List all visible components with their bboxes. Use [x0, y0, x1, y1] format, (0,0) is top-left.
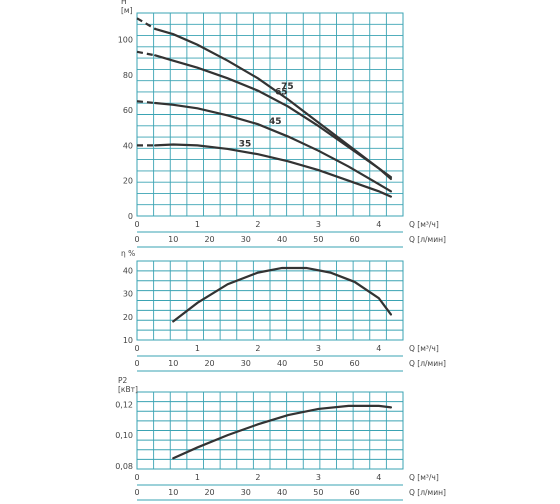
- x-tick-label-lmin: 10: [168, 488, 178, 497]
- y-tick-label: 100: [118, 35, 133, 44]
- series-line: [154, 27, 393, 181]
- x-axis-label-m3h: Q [м³/ч]: [409, 473, 439, 482]
- x-axis-label-lmin: Q [л/мин]: [409, 359, 446, 368]
- series-dashed-extension: [136, 17, 156, 30]
- x-tick-label-m3h: 0: [134, 473, 139, 482]
- series-label: 35: [239, 140, 252, 150]
- x-tick-label-lmin: 20: [204, 235, 214, 244]
- y-axis-label: η %: [121, 249, 135, 258]
- x-tick-label-m3h: 2: [255, 220, 260, 229]
- x-tick-label-m3h: 3: [316, 220, 321, 229]
- plot-frame: [136, 391, 404, 470]
- y-tick-label: 20: [123, 177, 133, 186]
- x-tick-label-lmin: 40: [277, 235, 287, 244]
- series-dashed-extension: [136, 50, 156, 57]
- x-axis-label-lmin: Q [л/мин]: [409, 235, 446, 244]
- series-line: [172, 266, 393, 323]
- y-tick-label: 0,10: [115, 431, 133, 440]
- x-tick-label-lmin: 40: [277, 359, 287, 368]
- x-tick-label-lmin: 50: [313, 488, 323, 497]
- series-label: 65: [275, 88, 288, 98]
- series-line: [172, 404, 393, 460]
- x-tick-label-lmin: 60: [350, 235, 360, 244]
- x-tick-label-m3h: 4: [376, 220, 381, 229]
- x-tick-label-m3h: 1: [195, 473, 200, 482]
- y-tick-label: 20: [123, 313, 133, 322]
- plot-frame: [136, 12, 404, 217]
- x-tick-label-lmin: 20: [204, 488, 214, 497]
- x-tick-label-m3h: 4: [376, 344, 381, 353]
- x-tick-label-lmin: 50: [313, 235, 323, 244]
- series-line: [154, 101, 393, 193]
- plot-frame: [136, 260, 404, 341]
- x-tick-label-m3h: 3: [316, 473, 321, 482]
- x-tick-label-lmin: 0: [134, 488, 139, 497]
- y-tick-label: 60: [123, 106, 133, 115]
- x-tick-label-m3h: 1: [195, 220, 200, 229]
- x-tick-label-lmin: 30: [241, 488, 251, 497]
- chart-1: [136, 12, 404, 248]
- y-axis-label: [кВт]: [118, 385, 138, 394]
- x-tick-label-lmin: 30: [241, 235, 251, 244]
- y-tick-label: 10: [123, 336, 133, 345]
- x-tick-label-lmin: 60: [350, 359, 360, 368]
- y-tick-label: 30: [123, 290, 133, 299]
- y-tick-label: 0: [128, 212, 133, 221]
- x-tick-label-lmin: 30: [241, 359, 251, 368]
- x-tick-label-m3h: 1: [195, 344, 200, 353]
- x-tick-label-lmin: 40: [277, 488, 287, 497]
- x-axis-label-lmin: Q [л/мин]: [409, 488, 446, 497]
- y-axis-label: H: [121, 0, 127, 6]
- x-tick-label-m3h: 0: [134, 220, 139, 229]
- y-tick-label: 80: [123, 71, 133, 80]
- x-tick-label-lmin: 50: [313, 359, 323, 368]
- y-tick-label: 40: [123, 266, 133, 275]
- chart-3: [136, 391, 404, 501]
- x-tick-label-m3h: 3: [316, 344, 321, 353]
- x-tick-label-lmin: 0: [134, 235, 139, 244]
- y-axis-label: [м]: [121, 6, 133, 15]
- series-line: [154, 143, 393, 198]
- x-tick-label-m3h: 0: [134, 344, 139, 353]
- x-tick-label-lmin: 10: [168, 235, 178, 244]
- x-tick-label-m3h: 2: [255, 344, 260, 353]
- x-tick-label-lmin: 20: [204, 359, 214, 368]
- x-tick-label-lmin: 60: [350, 488, 360, 497]
- y-axis-label: P2: [118, 376, 128, 385]
- x-axis-label-m3h: Q [м³/ч]: [409, 220, 439, 229]
- series-label: 75: [281, 82, 294, 92]
- x-axis-label-m3h: Q [м³/ч]: [409, 344, 439, 353]
- x-tick-label-lmin: 0: [134, 359, 139, 368]
- y-tick-label: 40: [123, 141, 133, 150]
- x-tick-label-m3h: 4: [376, 473, 381, 482]
- series-dashed-extension: [136, 100, 156, 105]
- x-tick-label-m3h: 2: [255, 473, 260, 482]
- series-line: [154, 54, 393, 179]
- y-tick-label: 0,08: [115, 462, 133, 471]
- chart-2: [136, 260, 404, 372]
- y-tick-label: 0,12: [115, 400, 133, 409]
- series-label: 45: [269, 117, 282, 127]
- x-tick-label-lmin: 10: [168, 359, 178, 368]
